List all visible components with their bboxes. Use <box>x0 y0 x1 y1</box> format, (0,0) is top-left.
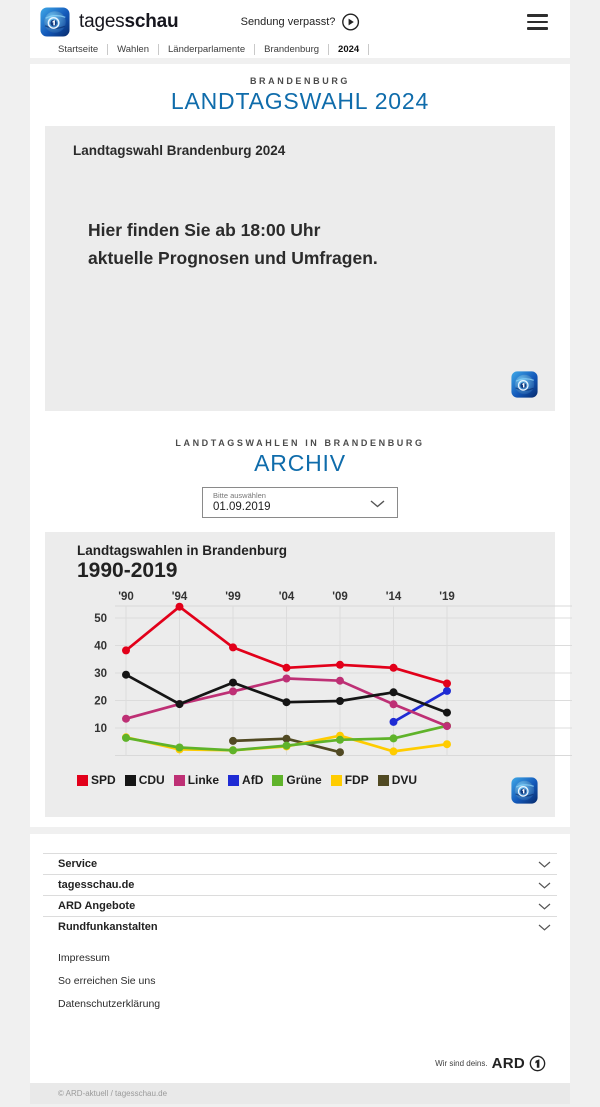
brand-wordmark[interactable]: tagesschau <box>79 11 179 32</box>
footer-accordion-service[interactable]: Service <box>43 853 557 874</box>
chevron-down-icon <box>538 924 551 931</box>
select-value: 01.09.2019 <box>213 501 271 513</box>
breadcrumb: Startseite Wahlen Länderparlamente Brand… <box>58 44 560 55</box>
archive-title: ARCHIV <box>254 450 346 476</box>
tagesschau-logo-icon[interactable] <box>40 7 70 37</box>
sendung-verpasst-label: Sendung verpasst? <box>240 16 336 28</box>
svg-text:'94: '94 <box>172 591 188 603</box>
hero-title: LANDTAGSWAHL 2024 <box>170 88 430 114</box>
legend-item-gruene: Grüne <box>272 773 322 787</box>
chart-legend: SPD CDU Linke AfD Grüne FDP DVU <box>77 773 555 787</box>
svg-text:10: 10 <box>94 723 107 735</box>
breadcrumb-wahlen[interactable]: Wahlen <box>117 44 149 55</box>
section-landtagswahl-2024: BRANDENBURG LANDTAGSWAHL 2024 Landtagswa… <box>30 64 570 412</box>
header: tagesschau Sendung verpasst? Startseite … <box>30 0 570 58</box>
select-label: Bitte auswählen <box>213 491 266 500</box>
menu-hamburger-icon[interactable] <box>527 14 548 30</box>
legend-item-cdu: CDU <box>124 773 165 787</box>
breadcrumb-startseite[interactable]: Startseite <box>58 44 99 55</box>
svg-text:'04: '04 <box>279 591 295 603</box>
teaser-heading: Landtagswahl Brandenburg 2024 <box>73 143 286 158</box>
breadcrumb-brandenburg[interactable]: Brandenburg <box>264 44 320 55</box>
svg-text:'14: '14 <box>386 591 402 603</box>
footer-accordion-ard-angebote[interactable]: ARD Angebote <box>43 895 557 916</box>
copyright-bar: © ARD-aktuell / tagesschau.de <box>30 1083 570 1104</box>
election-teaser-panel[interactable]: Landtagswahl Brandenburg 2024 Hier finde… <box>45 126 555 411</box>
chevron-down-icon <box>370 500 385 508</box>
footer-link-datenschutz[interactable]: Datenschutzerklärung <box>58 998 161 1010</box>
results-chart-panel: Landtagswahlen in Brandenburg 1990-2019 … <box>45 532 572 817</box>
svg-text:'99: '99 <box>225 591 241 603</box>
legend-item-spd: SPD <box>77 773 116 787</box>
chart-subtitle: 1990-2019 <box>77 559 178 582</box>
chevron-down-icon <box>538 882 551 889</box>
ard-claim-text: Wir sind deins. <box>435 1059 488 1068</box>
footer-accordion-rundfunkanstalten[interactable]: Rundfunkanstalten <box>43 916 557 937</box>
svg-text:40: 40 <box>94 641 107 653</box>
chart-title: Landtagswahlen in Brandenburg <box>77 543 288 558</box>
footer-accordion-tagesschau[interactable]: tagesschau.de <box>43 874 557 895</box>
ard-logo-icon <box>511 371 538 398</box>
ard-one-icon <box>529 1055 546 1072</box>
svg-text:'09: '09 <box>332 591 348 603</box>
legend-item-fdp: FDP <box>330 773 369 787</box>
svg-text:30: 30 <box>94 668 107 680</box>
svg-text:'90: '90 <box>118 591 134 603</box>
hero-kicker: BRANDENBURG <box>249 76 351 86</box>
play-icon[interactable] <box>341 13 359 31</box>
section-archiv: LANDTAGSWAHLEN IN BRANDENBURG ARCHIV Bit… <box>30 412 572 827</box>
footer-link-kontakt[interactable]: So erreichen Sie uns <box>58 975 156 987</box>
svg-text:20: 20 <box>94 696 107 708</box>
sendung-verpasst-link[interactable]: Sendung verpasst? <box>241 13 360 31</box>
footer: Service tagesschau.de ARD Angebote Rundf… <box>30 834 570 1083</box>
chevron-down-icon <box>538 861 551 868</box>
breadcrumb-2024[interactable]: 2024 <box>338 44 360 55</box>
ard-claim: Wir sind deins. ARD <box>435 1055 546 1072</box>
footer-link-impressum[interactable]: Impressum <box>58 952 110 964</box>
legend-item-afd: AfD <box>228 773 263 787</box>
legend-item-linke: Linke <box>173 773 219 787</box>
archive-date-select[interactable]: Bitte auswählen 01.09.2019 <box>202 487 398 518</box>
archive-kicker: LANDTAGSWAHLEN IN BRANDENBURG <box>175 438 425 448</box>
ard-wordmark: ARD <box>491 1055 525 1072</box>
chevron-down-icon <box>538 903 551 910</box>
line-chart: 50 40 30 20 10 '90 '94 '99 '04 '09 '14 '19 <box>45 585 572 773</box>
legend-item-dvu: DVU <box>377 773 417 787</box>
copyright-text: © ARD-aktuell / tagesschau.de <box>58 1089 168 1098</box>
svg-text:'19: '19 <box>439 591 455 603</box>
svg-text:50: 50 <box>94 613 107 625</box>
ard-logo-icon <box>511 777 538 804</box>
teaser-message: Hier finden Sie ab 18:00 Uhr aktuelle Pr… <box>88 220 378 268</box>
breadcrumb-laenderparlamente[interactable]: Länderparlamente <box>168 44 246 55</box>
